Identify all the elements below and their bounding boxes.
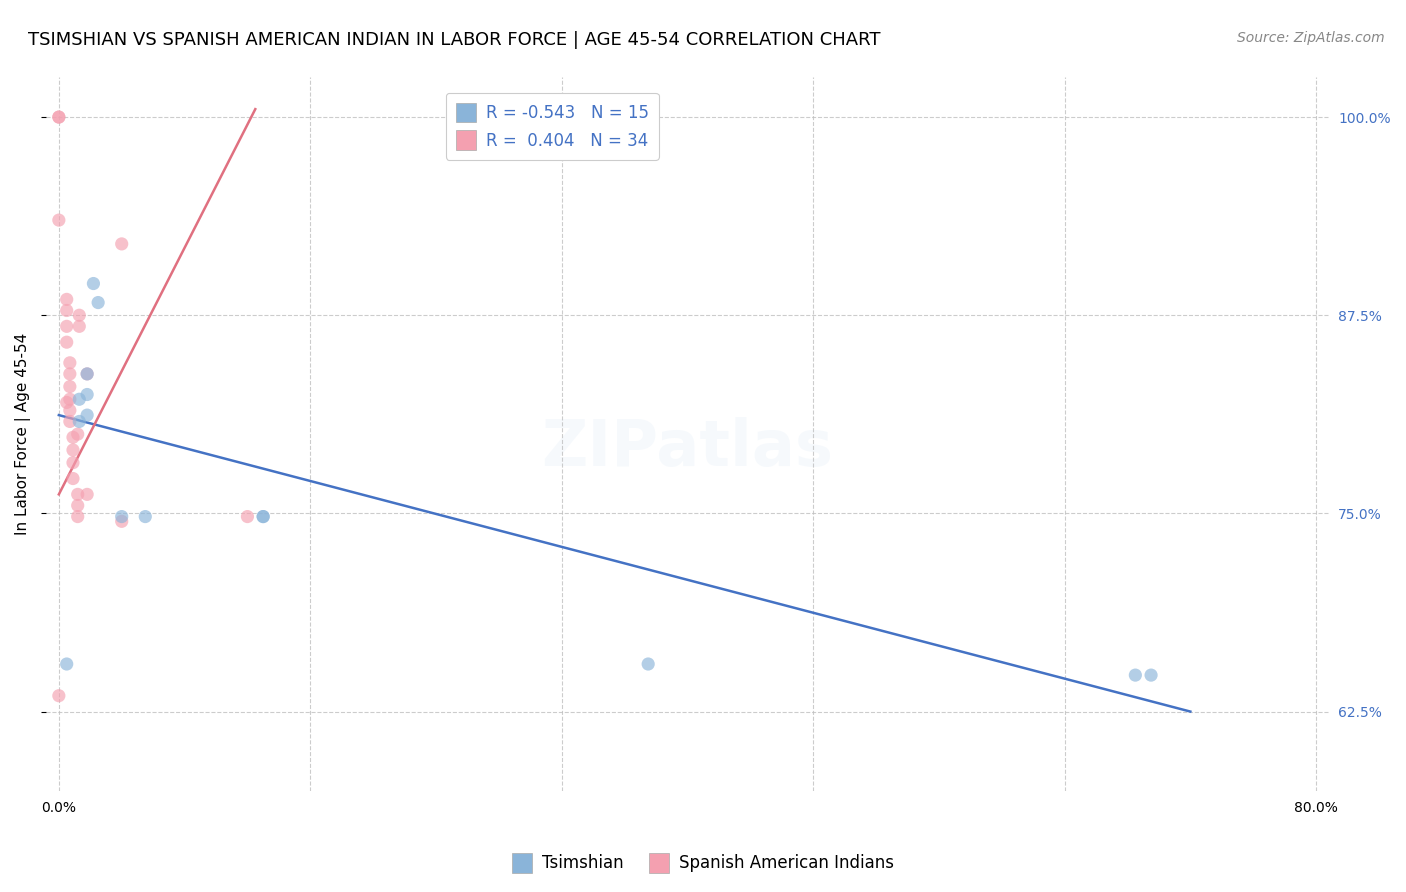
Point [1140,668,1163,682]
Point [59,356,82,370]
Point [59,403,82,417]
Legend: R = -0.543   N = 15, R =  0.404   N = 34: R = -0.543 N = 15, R = 0.404 N = 34 [446,93,659,160]
Y-axis label: In Labor Force | Age 45-54: In Labor Force | Age 45-54 [15,333,31,535]
Point [66,499,89,513]
Point [67,319,90,334]
Point [55,335,77,350]
Point [59,379,82,393]
Point [76,367,98,381]
Point [87,295,110,310]
Point [55,395,77,409]
Point [59,392,82,407]
Text: Source: ZipAtlas.com: Source: ZipAtlas.com [1237,31,1385,45]
Text: TSIMSHIAN VS SPANISH AMERICAN INDIAN IN LABOR FORCE | AGE 45-54 CORRELATION CHAR: TSIMSHIAN VS SPANISH AMERICAN INDIAN IN … [28,31,880,49]
Point [67,308,90,322]
Point [67,414,90,428]
Point [48,110,70,124]
Point [252,509,274,524]
Point [111,509,134,524]
Point [66,427,89,442]
Text: ZIPatlas: ZIPatlas [541,417,834,479]
Point [66,487,89,501]
Point [55,657,77,671]
Point [55,303,77,318]
Point [62,471,84,485]
Point [76,367,98,381]
Point [111,236,134,251]
Point [62,430,84,444]
Point [637,657,659,671]
Point [76,487,98,501]
Point [1125,668,1147,682]
Point [59,414,82,428]
Legend: Tsimshian, Spanish American Indians: Tsimshian, Spanish American Indians [506,847,900,880]
Point [66,509,89,524]
Point [48,213,70,227]
Point [111,514,134,528]
Point [67,392,90,407]
Point [76,387,98,401]
Point [62,442,84,457]
Point [134,509,156,524]
Point [48,689,70,703]
Point [48,110,70,124]
Point [252,509,274,524]
Point [236,509,259,524]
Point [62,456,84,470]
Point [55,319,77,334]
Point [82,277,104,291]
Point [76,408,98,422]
Point [55,293,77,307]
Point [59,367,82,381]
